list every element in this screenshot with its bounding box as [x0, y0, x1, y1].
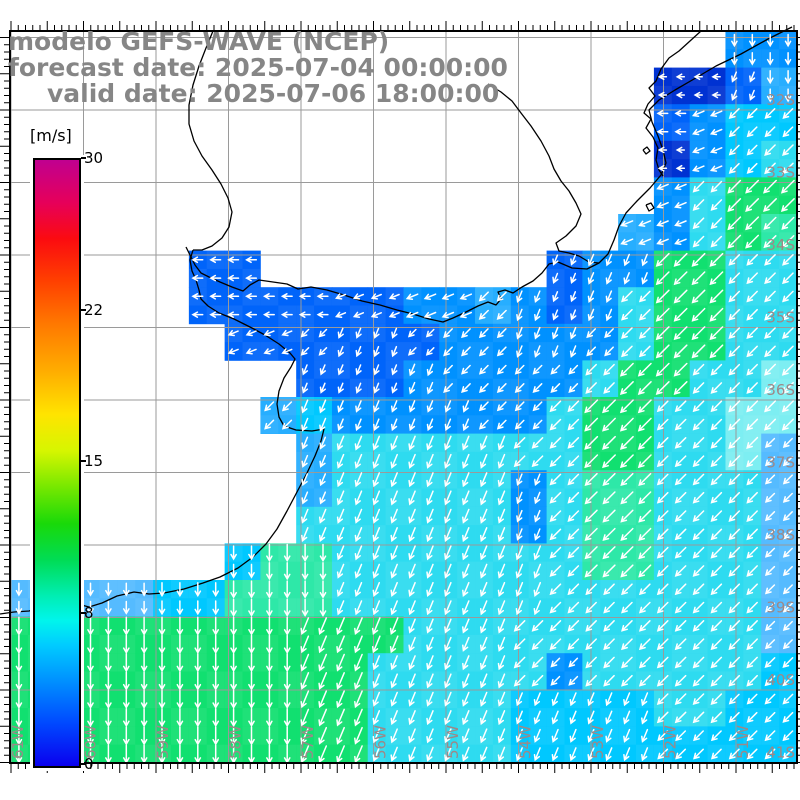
axis-ticks — [0, 21, 800, 773]
latitude-label: 36S — [766, 381, 795, 399]
latitude-label: 32S — [766, 91, 795, 109]
latitude-label: 33S — [766, 164, 795, 182]
longitude-label: 61W — [9, 725, 27, 759]
colorbar-tick — [81, 157, 86, 159]
wind-arrows — [15, 33, 795, 764]
map-frame — [9, 30, 798, 764]
longitude-label: 53W — [589, 725, 607, 759]
longitude-label: 58W — [227, 725, 245, 759]
latitude-label: 35S — [766, 309, 795, 327]
latitude-label: 38S — [766, 526, 795, 544]
longitude-label: 59W — [154, 725, 172, 759]
latitude-label: 34S — [766, 236, 795, 254]
longitude-label: 55W — [444, 725, 462, 759]
colorbar-tick-label: 22 — [84, 300, 104, 319]
colorbar-tick — [81, 460, 86, 462]
colorbar-tick-label: 15 — [84, 452, 104, 470]
latitude-label: 37S — [766, 454, 795, 472]
colorbar-tick — [81, 308, 86, 311]
longitude-label: 60W — [82, 725, 100, 759]
longitude-label: 51W — [734, 725, 752, 759]
colorbar-tick — [81, 611, 86, 614]
graticule — [10, 31, 797, 763]
longitude-label: 54W — [517, 725, 535, 759]
colorbar-tick-label: 0 — [84, 755, 94, 773]
axis-labels: 61W 60W 59W 58W 57W 56W 55W 54W 53W 52W 51W 32S 33S 3… — [9, 91, 795, 762]
colorbar-tick — [81, 763, 86, 765]
longitude-label: 57W — [299, 725, 317, 759]
colorbar-tick-label: 8 — [84, 603, 94, 622]
latitude-label: 39S — [766, 599, 795, 617]
latitude-label: 40S — [766, 671, 795, 689]
colorbar-gradient — [30, 155, 84, 771]
colorbar-tick-label: 30 — [84, 149, 104, 167]
latitude-label: 41S — [766, 744, 795, 762]
coastline — [0, 26, 793, 615]
longitude-label: 56W — [372, 725, 390, 759]
longitude-label: 52W — [662, 725, 680, 759]
wind-speed-field — [10, 31, 798, 764]
colorbar-unit-label: [m/s] — [30, 126, 72, 145]
